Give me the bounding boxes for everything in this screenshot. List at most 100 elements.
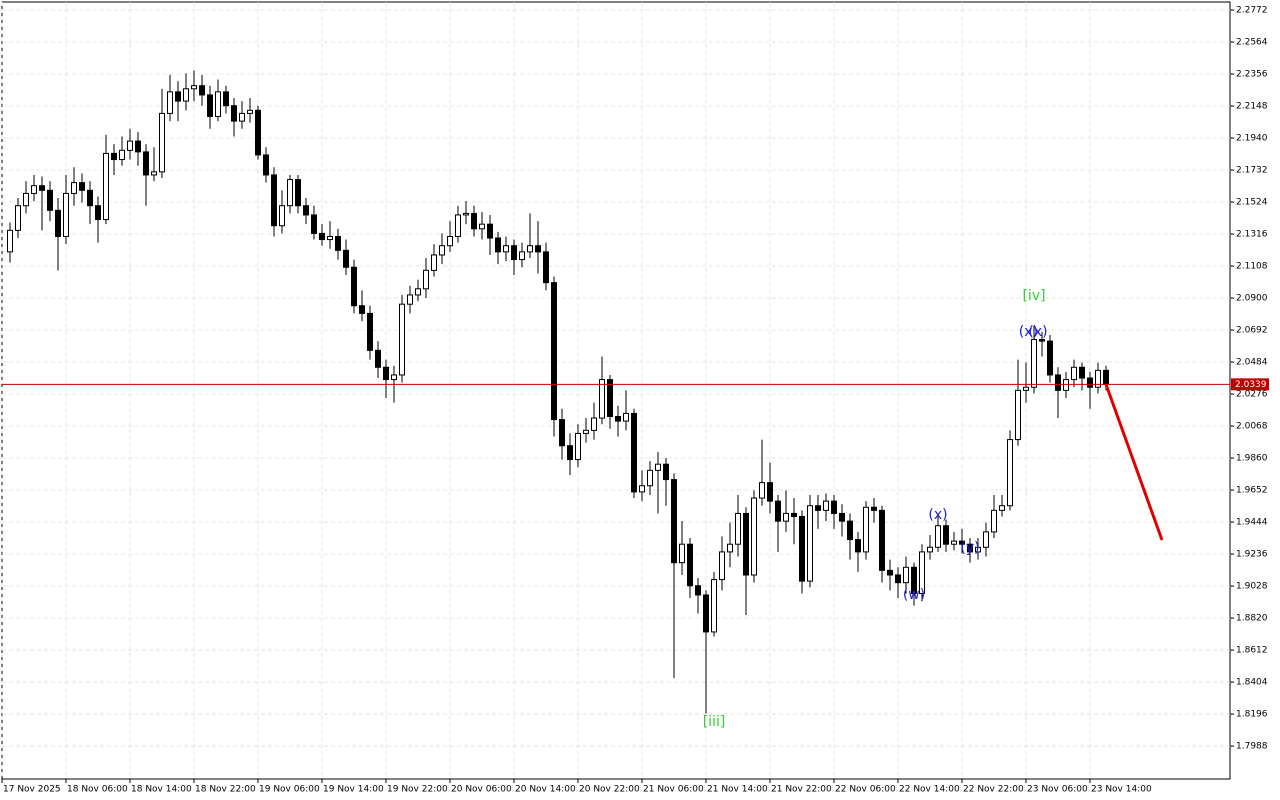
candle-body [959,540,965,545]
candle-body [551,282,557,421]
candle [63,174,69,245]
candle-body [495,237,501,253]
candle [575,424,581,468]
candle-body [263,154,269,176]
candle [735,494,741,557]
candle [311,205,317,240]
candle [255,105,261,160]
candle-body [639,485,645,493]
candle [999,494,1005,517]
candle-body [39,185,45,191]
candle [143,144,149,206]
candle-body [1079,366,1085,379]
candle-body [983,531,989,548]
candle-body [335,235,341,251]
candle [823,493,829,522]
candle [655,451,661,514]
x-tick-label: 17 Nov 2025 [3,785,61,795]
candle-body [703,594,709,633]
y-tick-label: 2.0900 [1236,294,1268,304]
candle-body [815,505,821,511]
y-tick-label: 1.9236 [1236,550,1268,560]
candle [423,258,429,299]
candle [911,562,917,606]
candle-body [895,574,901,584]
candle-body [479,223,485,230]
candle-body [207,94,213,117]
candle-body [103,152,109,221]
candle-body [111,152,117,161]
candle-body [887,569,893,576]
candle [111,144,117,175]
candle-body [847,520,853,541]
candle-body [775,500,781,522]
candle-body [23,192,29,207]
y-tick-label: 2.2356 [1236,70,1268,80]
candle [471,205,477,237]
candle [295,174,301,214]
candle [23,181,29,214]
candle [1063,371,1069,399]
candle-body [1015,389,1021,441]
candle [767,462,773,514]
candle [7,222,13,263]
candle-body [135,140,141,153]
candle-body [791,512,797,518]
candle [439,233,445,265]
y-tick-label: 2.1108 [1236,262,1268,272]
candle-body [1063,379,1069,391]
candle [855,531,861,572]
candle [319,224,325,246]
y-tick-label: 2.1316 [1236,230,1268,240]
candle-body [87,189,93,207]
x-tick-label: 19 Nov 14:00 [323,785,384,795]
y-tick-label: 2.0068 [1236,422,1268,432]
candle-body [999,505,1005,511]
candle [55,198,61,271]
candle-body [911,566,917,594]
candle-body [567,445,573,461]
y-tick-label: 1.7988 [1236,742,1268,752]
y-tick-label: 2.1524 [1236,198,1268,208]
candle [367,305,373,360]
candle-body [767,482,773,502]
candle-body [575,432,581,461]
candle [1095,362,1101,394]
x-tick-label: 18 Nov 22:00 [195,785,256,795]
candle [199,74,205,106]
candle [511,239,517,275]
candle-body [7,229,13,253]
candle [727,522,733,568]
x-tick-label: 20 Nov 06:00 [451,785,512,795]
candle [743,507,749,615]
x-tick-label: 20 Nov 14:00 [515,785,576,795]
candle [1047,334,1053,383]
plot-frame [1,1,1231,780]
candle-body [423,269,429,290]
candle [103,134,109,225]
candle [887,559,893,591]
candle [687,538,693,599]
candle [31,174,37,202]
candle-body [55,209,61,237]
candle [967,538,973,563]
candle-body [183,88,189,102]
candle [535,221,541,274]
forecast-line [1104,383,1164,541]
candle-body [759,482,765,499]
candle-body [647,469,653,487]
candle [1055,367,1061,419]
candle-body [319,232,325,241]
candle [271,167,277,237]
candle [431,244,437,277]
candle [71,167,77,206]
x-tick-label: 23 Nov 06:00 [1027,785,1088,795]
y-tick-label: 1.8612 [1236,646,1268,656]
candle-body [463,212,469,216]
candle [623,390,629,431]
candle [631,408,637,499]
y-tick-label: 2.2564 [1236,38,1268,48]
candle-body [727,543,733,553]
